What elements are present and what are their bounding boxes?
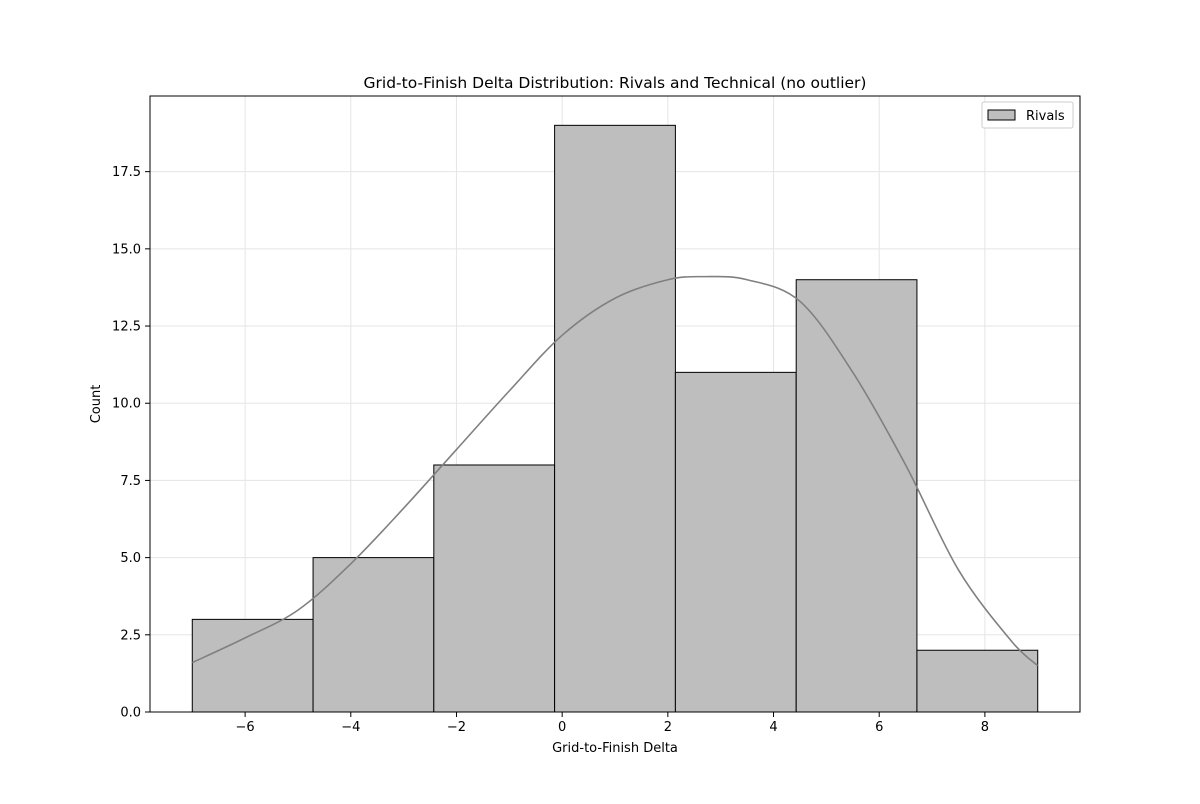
legend: Rivals — [981, 101, 1074, 129]
y-tick-label: 7.5 — [120, 474, 141, 489]
histogram-bar — [916, 649, 1039, 713]
histogram-bar — [795, 279, 918, 713]
x-tick-label: 0 — [558, 720, 566, 735]
legend-frame — [981, 101, 1074, 129]
y-tick-label: 0.0 — [120, 706, 141, 721]
y-tick-label: 10.0 — [112, 397, 141, 412]
legend-label: Rivals — [1026, 109, 1065, 124]
y-axis-label: Count — [89, 385, 104, 424]
bars-layer — [191, 124, 1039, 713]
x-tick-label: −4 — [341, 720, 360, 735]
histogram-bar — [191, 618, 314, 713]
x-tick-label: 6 — [875, 720, 883, 735]
x-ticks: −6 −4 −2 0 2 4 6 8 — [236, 712, 989, 735]
x-tick-label: −6 — [236, 720, 255, 735]
y-tick-label: 15.0 — [112, 242, 141, 257]
x-tick-label: −2 — [447, 720, 466, 735]
kde-layer — [191, 275, 1039, 667]
x-tick-label: 4 — [769, 720, 777, 735]
x-tick-label: 8 — [981, 720, 989, 735]
y-ticks: 0.0 2.5 5.0 7.5 10.0 12.5 15.0 17.5 — [112, 165, 150, 721]
histogram-bar — [554, 124, 676, 713]
plot-frame — [149, 95, 1081, 713]
chart-title: Grid-to-Finish Delta Distribution: Rival… — [364, 74, 867, 92]
x-tick-label: 2 — [664, 720, 672, 735]
x-axis-label: Grid-to-Finish Delta — [552, 741, 678, 756]
legend-swatch — [987, 109, 1016, 121]
kde-curve — [191, 275, 1039, 667]
y-tick-label: 2.5 — [120, 628, 141, 643]
y-tick-label: 5.0 — [120, 551, 141, 566]
histogram-bar — [674, 371, 797, 713]
histogram-bar — [433, 464, 556, 713]
y-tick-label: 17.5 — [112, 165, 141, 180]
y-tick-label: 12.5 — [112, 320, 141, 335]
histogram-bar — [312, 557, 435, 713]
